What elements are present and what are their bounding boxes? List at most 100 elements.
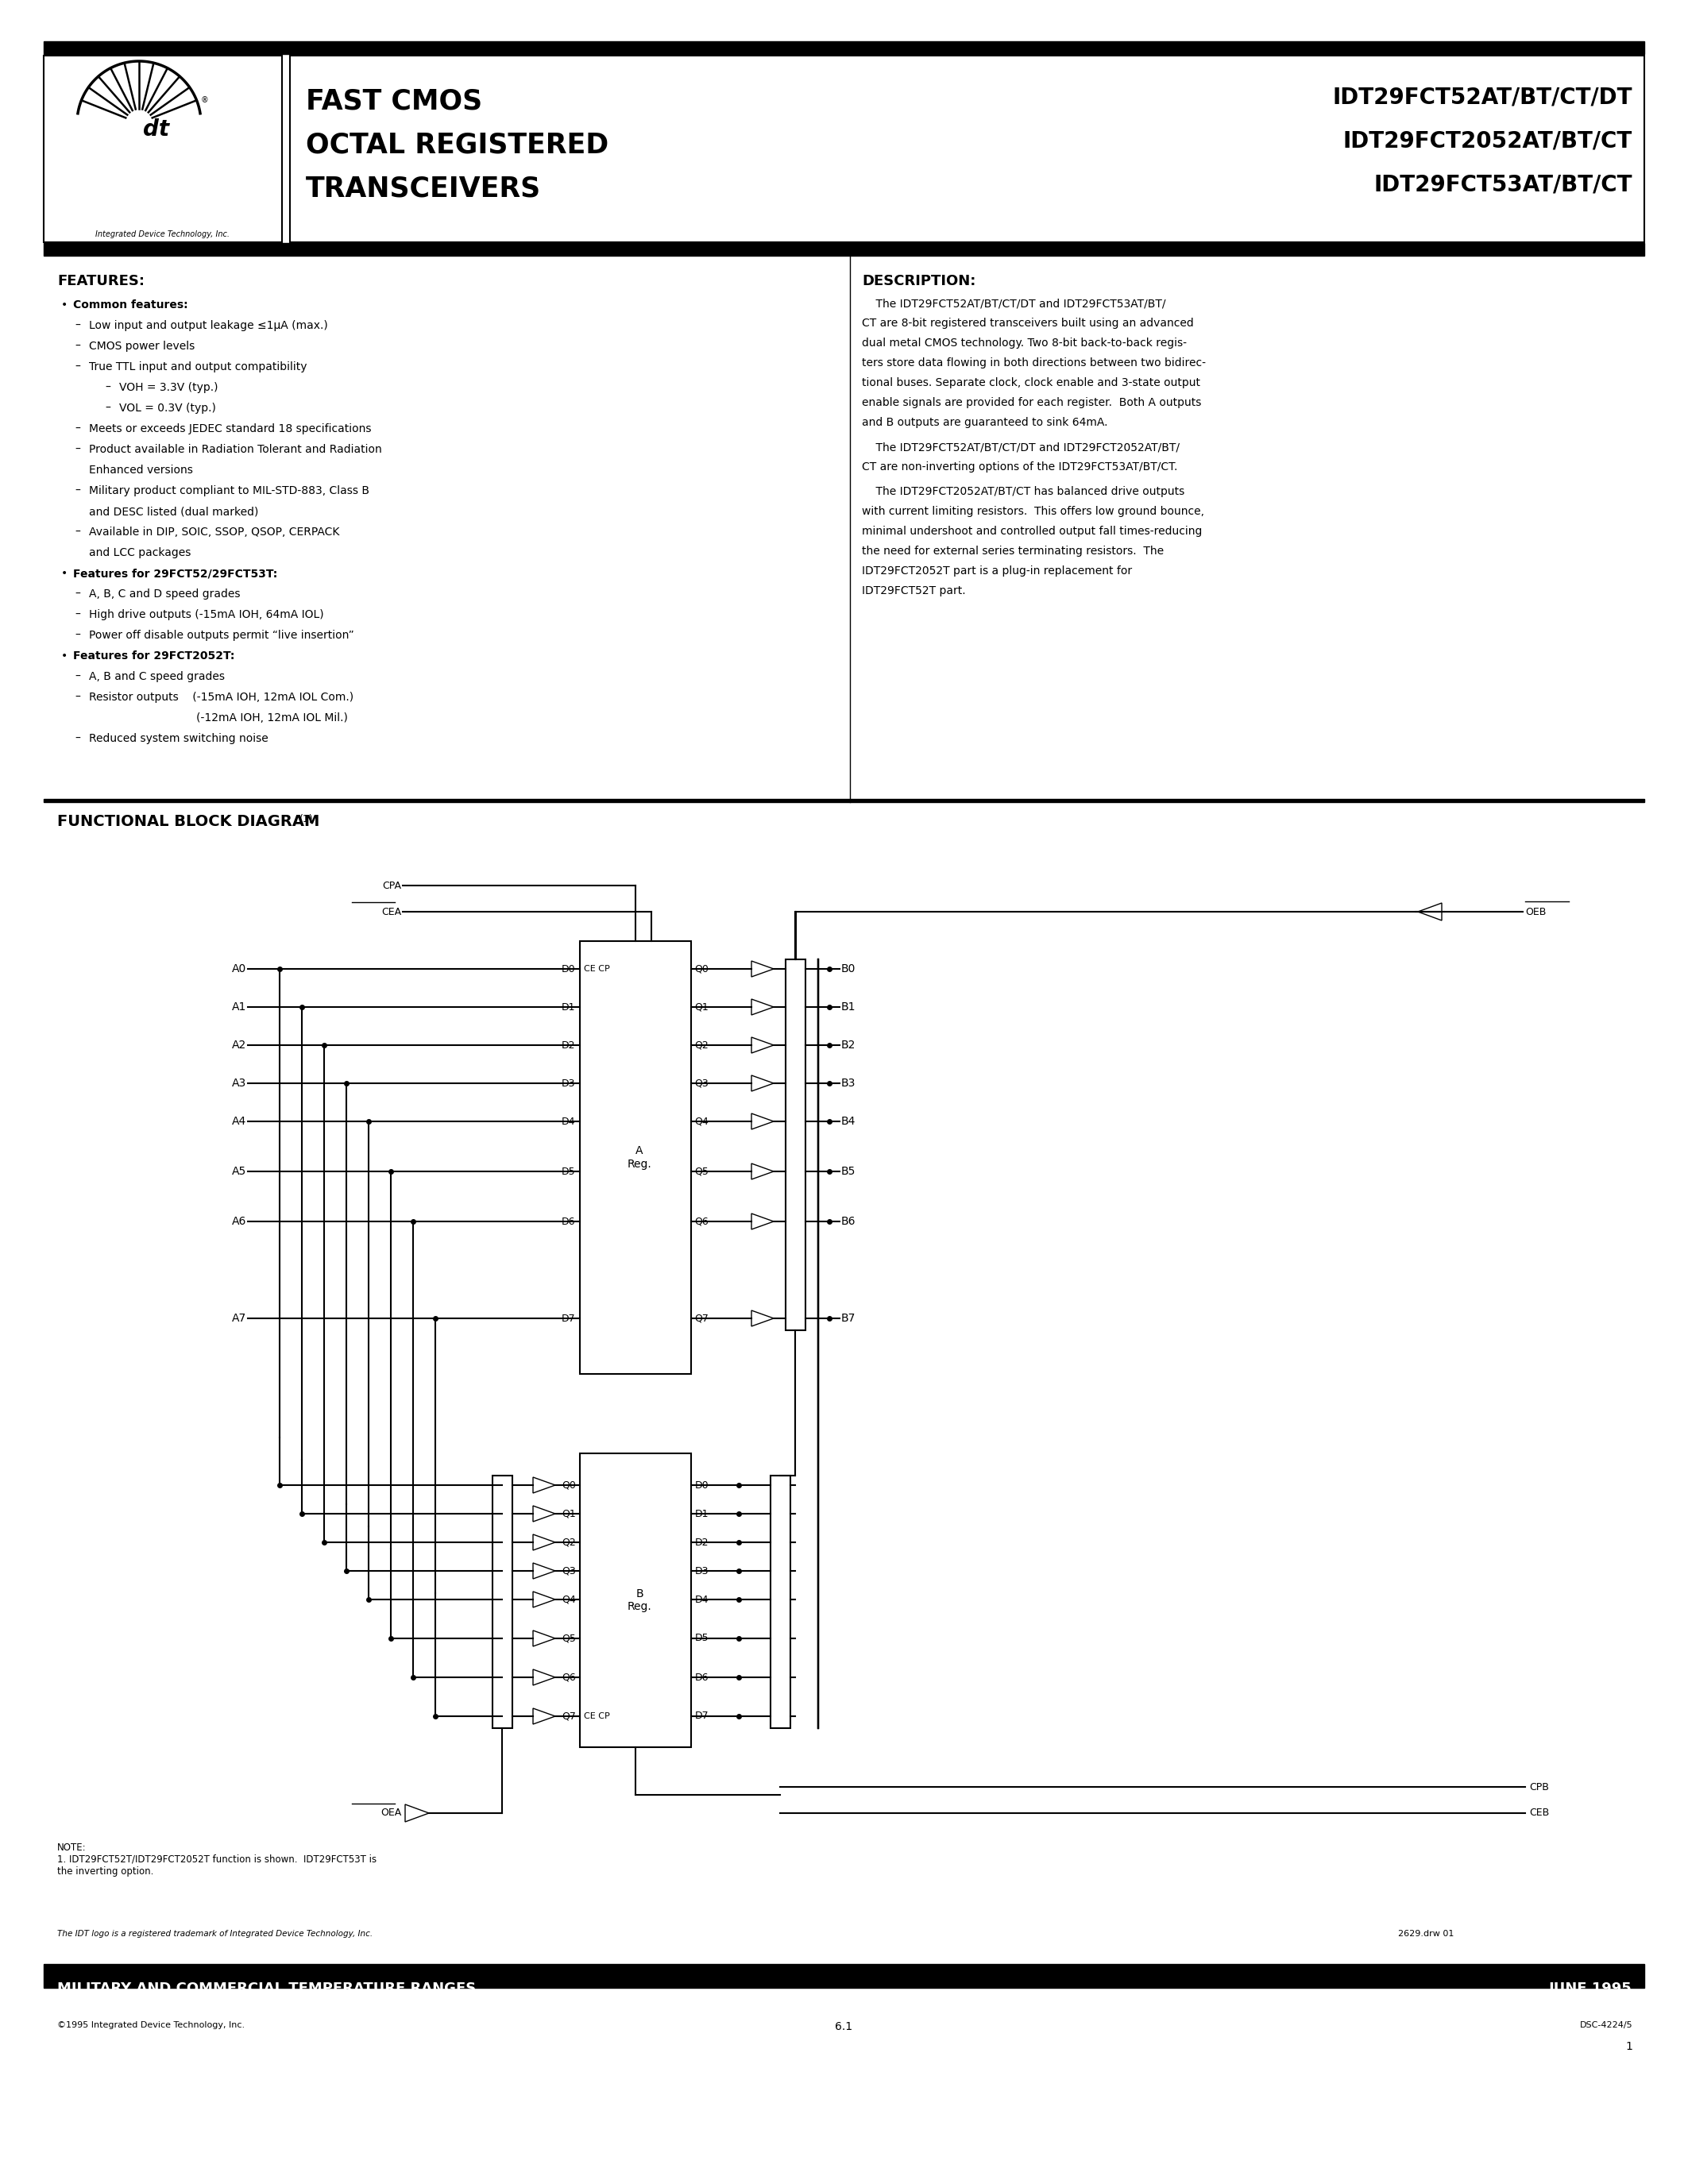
Text: –: – <box>74 587 79 601</box>
Text: CE CP: CE CP <box>584 965 609 972</box>
Text: The IDT29FCT2052AT/BT/CT has balanced drive outputs: The IDT29FCT2052AT/BT/CT has balanced dr… <box>863 487 1185 498</box>
Text: –: – <box>74 485 79 496</box>
Text: D6: D6 <box>560 1216 576 1227</box>
Bar <box>44 41 1644 55</box>
Text: D3: D3 <box>695 1566 709 1577</box>
Text: A, B, C and D speed grades: A, B, C and D speed grades <box>89 587 240 601</box>
Text: D5: D5 <box>560 1166 576 1177</box>
Text: ters store data flowing in both directions between two bidirec-: ters store data flowing in both directio… <box>863 358 1205 369</box>
Text: Q5: Q5 <box>694 1166 709 1177</box>
Text: Q6: Q6 <box>562 1673 576 1682</box>
Text: A
Reg.: A Reg. <box>628 1147 652 1168</box>
Text: –: – <box>74 424 79 435</box>
Text: dual metal CMOS technology. Two 8-bit back-to-back regis-: dual metal CMOS technology. Two 8-bit ba… <box>863 339 1187 349</box>
Text: Q1: Q1 <box>562 1509 576 1518</box>
Text: JUNE 1995: JUNE 1995 <box>1550 1981 1632 1996</box>
Bar <box>581 941 690 1374</box>
Text: 2629.drw 01: 2629.drw 01 <box>1398 1931 1453 1937</box>
Text: D1: D1 <box>560 1002 576 1011</box>
Text: B4: B4 <box>841 1116 856 1127</box>
Text: Q0: Q0 <box>562 1481 576 1489</box>
Text: –: – <box>74 443 79 454</box>
Text: DESCRIPTION:: DESCRIPTION: <box>863 273 976 288</box>
Text: Meets or exceeds JEDEC standard 18 specifications: Meets or exceeds JEDEC standard 18 speci… <box>89 424 371 435</box>
Text: CT are 8-bit registered transceivers built using an advanced: CT are 8-bit registered transceivers bui… <box>863 317 1193 330</box>
Text: –: – <box>74 670 79 681</box>
Text: and B outputs are guaranteed to sink 64mA.: and B outputs are guaranteed to sink 64m… <box>863 417 1107 428</box>
Text: and LCC packages: and LCC packages <box>89 548 191 559</box>
Bar <box>493 1476 513 1728</box>
Text: Common features:: Common features: <box>73 299 187 310</box>
Text: Low input and output leakage ≤1μA (max.): Low input and output leakage ≤1μA (max.) <box>89 321 327 332</box>
Text: D4: D4 <box>560 1116 576 1127</box>
Text: FEATURES:: FEATURES: <box>57 273 145 288</box>
Text: •: • <box>61 299 68 310</box>
Text: tional buses. Separate clock, clock enable and 3-state output: tional buses. Separate clock, clock enab… <box>863 378 1200 389</box>
Text: IDT29FCT52AT/BT/CT/DT: IDT29FCT52AT/BT/CT/DT <box>1332 85 1632 107</box>
Text: B3: B3 <box>841 1077 856 1090</box>
Text: Resistor outputs    (-15mA IOH, 12mA IOL Com.): Resistor outputs (-15mA IOH, 12mA IOL Co… <box>89 692 353 703</box>
Text: ©1995 Integrated Device Technology, Inc.: ©1995 Integrated Device Technology, Inc. <box>57 2020 245 2029</box>
Text: The IDT logo is a registered trademark of Integrated Device Technology, Inc.: The IDT logo is a registered trademark o… <box>57 1931 373 1937</box>
Text: OCTAL REGISTERED: OCTAL REGISTERED <box>306 131 609 157</box>
Text: Product available in Radiation Tolerant and Radiation: Product available in Radiation Tolerant … <box>89 443 381 454</box>
Text: Q0: Q0 <box>694 963 709 974</box>
Text: Q7: Q7 <box>562 1710 576 1721</box>
Text: CEB: CEB <box>1529 1808 1550 1819</box>
Text: Q4: Q4 <box>694 1116 709 1127</box>
Text: IDT29FCT2052T part is a plug-in replacement for: IDT29FCT2052T part is a plug-in replacem… <box>863 566 1133 577</box>
Text: CEA: CEA <box>381 906 402 917</box>
Text: D7: D7 <box>695 1710 709 1721</box>
Text: D6: D6 <box>695 1673 709 1682</box>
Text: A7: A7 <box>231 1313 246 1324</box>
Text: A6: A6 <box>231 1216 246 1227</box>
Bar <box>290 55 1644 242</box>
Text: •: • <box>61 651 68 662</box>
Bar <box>44 1963 1644 1987</box>
Text: B1: B1 <box>841 1002 856 1013</box>
Text: Q3: Q3 <box>694 1079 709 1088</box>
Text: Integrated Device Technology, Inc.: Integrated Device Technology, Inc. <box>96 229 230 238</box>
Text: –: – <box>74 321 79 332</box>
Text: Q6: Q6 <box>694 1216 709 1227</box>
Text: IDT29FCT2052AT/BT/CT: IDT29FCT2052AT/BT/CT <box>1344 129 1632 151</box>
Text: True TTL input and output compatibility: True TTL input and output compatibility <box>89 360 307 373</box>
Text: IDT29FCT53AT/BT/CT: IDT29FCT53AT/BT/CT <box>1374 173 1632 194</box>
Text: dt: dt <box>143 118 169 140</box>
Text: –: – <box>74 609 79 620</box>
Bar <box>44 55 282 242</box>
Text: D4: D4 <box>695 1594 709 1605</box>
Text: A5: A5 <box>231 1166 246 1177</box>
Text: A, B and C speed grades: A, B and C speed grades <box>89 670 225 681</box>
Text: CPB: CPB <box>1529 1782 1550 1793</box>
Text: B0: B0 <box>841 963 856 974</box>
Text: –: – <box>74 526 79 537</box>
Text: enable signals are provided for each register.  Both A outputs: enable signals are provided for each reg… <box>863 397 1202 408</box>
Text: –: – <box>74 692 79 703</box>
Text: D7: D7 <box>560 1313 576 1324</box>
Text: A1: A1 <box>231 1002 246 1013</box>
Text: minimal undershoot and controlled output fall times-reducing: minimal undershoot and controlled output… <box>863 526 1202 537</box>
Text: MILITARY AND COMMERCIAL TEMPERATURE RANGES: MILITARY AND COMMERCIAL TEMPERATURE RANG… <box>57 1981 476 1996</box>
Text: –: – <box>74 341 79 352</box>
Text: –: – <box>105 402 110 413</box>
Text: FUNCTIONAL BLOCK DIAGRAM: FUNCTIONAL BLOCK DIAGRAM <box>57 815 319 830</box>
Text: DSC-4224/5: DSC-4224/5 <box>1580 2020 1632 2029</box>
Text: (1): (1) <box>299 815 314 823</box>
Text: CMOS power levels: CMOS power levels <box>89 341 194 352</box>
Bar <box>581 1452 690 1747</box>
Text: VOH = 3.3V (typ.): VOH = 3.3V (typ.) <box>120 382 218 393</box>
Text: Features for 29FCT52/29FCT53T:: Features for 29FCT52/29FCT53T: <box>73 568 277 579</box>
Text: B6: B6 <box>841 1216 856 1227</box>
Text: VOL = 0.3V (typ.): VOL = 0.3V (typ.) <box>120 402 216 413</box>
Text: CT are non-inverting options of the IDT29FCT53AT/BT/CT.: CT are non-inverting options of the IDT2… <box>863 461 1178 472</box>
Text: 1: 1 <box>1626 2042 1632 2053</box>
Bar <box>44 242 1644 256</box>
Text: Q1: Q1 <box>694 1002 709 1011</box>
Text: ®: ® <box>201 96 208 105</box>
Text: High drive outputs (-15mA IOH, 64mA IOL): High drive outputs (-15mA IOH, 64mA IOL) <box>89 609 324 620</box>
Text: –: – <box>74 734 79 745</box>
Text: –: – <box>105 382 110 393</box>
Text: Q2: Q2 <box>694 1040 709 1051</box>
Text: Features for 29FCT2052T:: Features for 29FCT2052T: <box>73 651 235 662</box>
